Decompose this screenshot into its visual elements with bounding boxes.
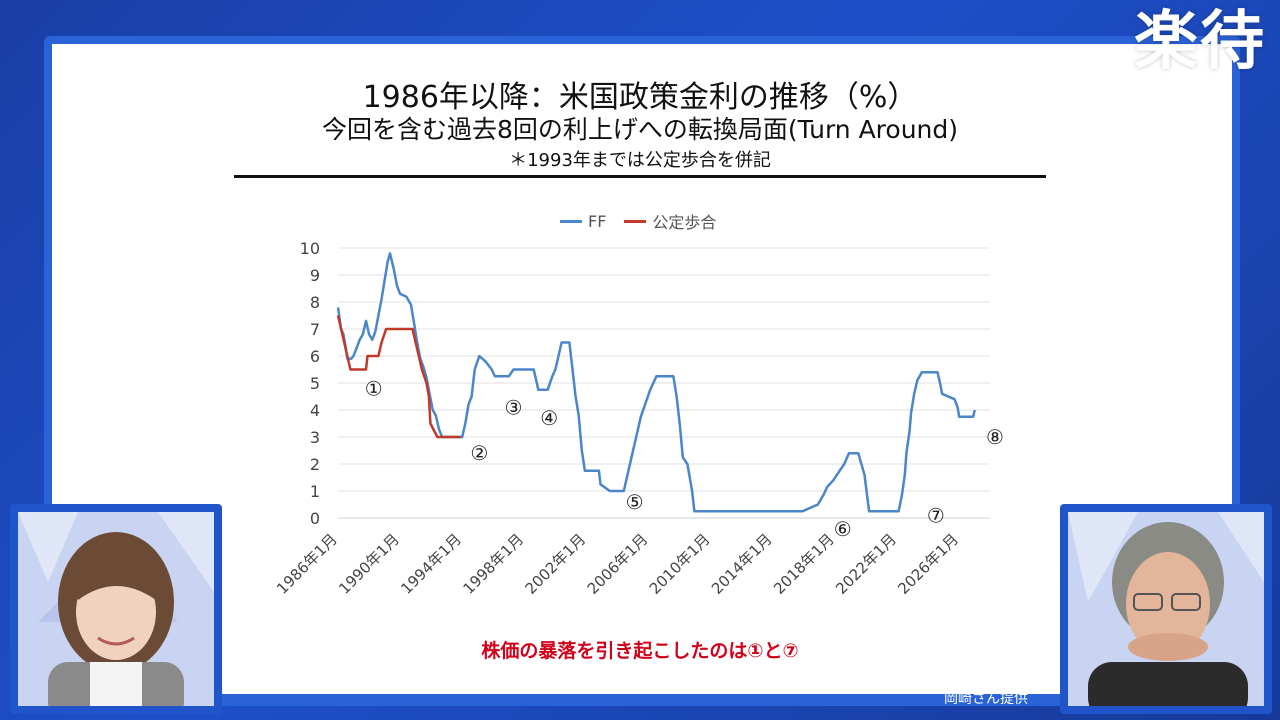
y-tick-label: 5	[310, 374, 320, 393]
turnaround-annotation: ①	[365, 376, 383, 400]
turnaround-annotation: ⑥	[834, 517, 852, 541]
y-tick-label: 4	[310, 401, 320, 420]
turnaround-annotation: ②	[470, 441, 488, 465]
turnaround-annotation: ④	[540, 406, 558, 430]
y-tick-label: 3	[310, 428, 320, 447]
series-line-discount-rate	[336, 315, 461, 439]
x-tick-label: 2010年1月	[646, 530, 714, 598]
turnaround-annotation: ③	[505, 395, 523, 419]
presenter-left-illustration	[18, 512, 214, 706]
presenter-video-left	[10, 504, 222, 714]
y-tick-label: 6	[310, 347, 320, 366]
x-tick-label: 1986年1月	[273, 530, 341, 598]
series-line-ff	[336, 252, 976, 513]
x-tick-label: 2026年1月	[894, 530, 962, 598]
y-tick-label: 0	[310, 509, 320, 528]
presenter-left-image	[18, 512, 214, 706]
chart-footnote: 株価の暴落を引き起こしたのは①と⑦	[481, 640, 799, 662]
y-tick-label: 9	[310, 266, 320, 285]
y-tick-label: 8	[310, 293, 320, 312]
chart-legend: FF 公定歩合	[560, 209, 716, 233]
y-tick-label: 2	[310, 455, 320, 474]
x-tick-label: 2014年1月	[708, 530, 776, 598]
title-divider	[234, 175, 1046, 178]
y-tick-label: 1	[310, 482, 320, 501]
image-credit: 岡崎さん提供	[944, 691, 1028, 707]
presenter-right-image	[1068, 512, 1264, 706]
chart-title: 1986年以降：米国政策金利の推移（%）	[362, 80, 918, 115]
legend-label-ff: FF	[588, 211, 607, 231]
brand-logo: 楽待	[1134, 5, 1266, 79]
legend-swatch-discount-rate	[624, 219, 647, 223]
turnaround-annotation: ⑧	[986, 425, 1004, 449]
y-tick-label: 7	[310, 320, 320, 339]
slide	[52, 44, 1232, 694]
chart-subtitle: 今回を含む過去8回の利上げへの転換局面(Turn Around)	[321, 115, 959, 144]
x-tick-label: 2006年1月	[584, 530, 652, 598]
legend-label-discount-rate: 公定歩合	[652, 213, 717, 232]
presenter-right-illustration	[1068, 512, 1264, 706]
turnaround-annotation: ⑤	[626, 490, 644, 514]
x-tick-label: 2018年1月	[770, 530, 838, 598]
x-tick-label: 1998年1月	[460, 530, 528, 598]
presenter-video-right	[1060, 504, 1272, 714]
x-tick-label: 2002年1月	[522, 530, 590, 598]
legend-item-ff: FF	[560, 209, 606, 233]
legend-swatch-ff	[560, 219, 582, 223]
x-tick-label: 1990年1月	[335, 530, 403, 598]
turnaround-annotation: ⑦	[927, 503, 945, 527]
x-tick-label: 1994年1月	[397, 530, 465, 598]
chart-note: ＊1993年までは公定歩合を併記	[509, 150, 771, 171]
y-tick-label: 10	[300, 239, 320, 258]
legend-item-discount-rate: 公定歩合	[624, 209, 716, 233]
